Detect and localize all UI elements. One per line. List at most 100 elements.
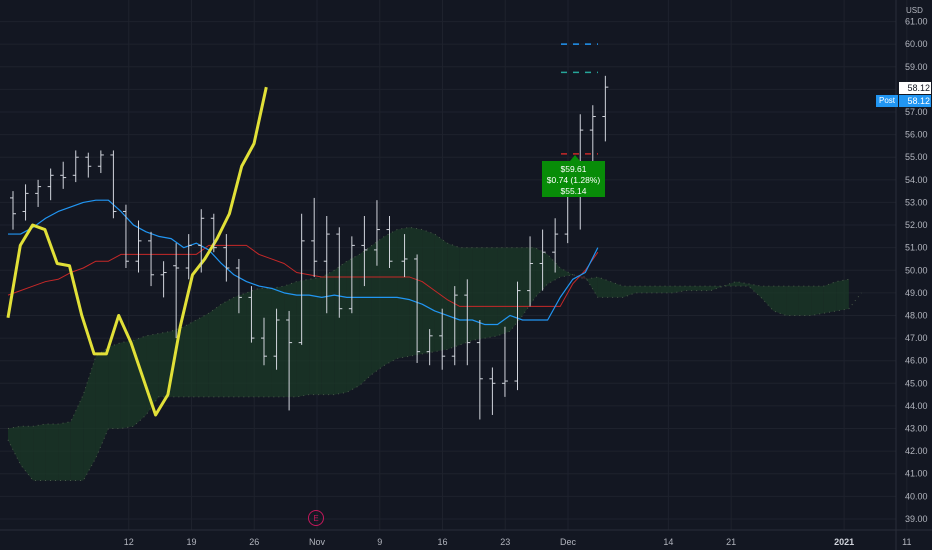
y-tick-label: 52.00	[905, 220, 928, 230]
y-tick-label: 53.00	[905, 197, 928, 207]
ohlc-bar	[361, 216, 368, 287]
time-axis[interactable]: 12 19 26 Nov 9 16 23 Dec 14 21 2021 11	[124, 537, 912, 547]
ohlc-bar	[426, 329, 433, 366]
ohlc-bar	[602, 75, 609, 142]
ohlc-bar	[373, 200, 380, 266]
y-tick-label: 59.00	[905, 62, 928, 72]
ohlc-bar	[235, 258, 242, 314]
cloud-segment	[321, 270, 335, 395]
ohlc-bar	[514, 281, 521, 391]
ohlc-bar	[273, 308, 280, 370]
y-tick-label: 55.00	[905, 152, 928, 162]
cloud-segment	[346, 254, 360, 393]
cloud-segment	[811, 286, 824, 316]
ohlc-bar	[298, 213, 305, 345]
ohlc-bar	[336, 227, 343, 318]
cloud-segment	[459, 247, 473, 345]
ohlc-bar	[72, 150, 79, 183]
ohlc-bar	[589, 105, 596, 171]
x-tick-label: 21	[726, 537, 736, 547]
cloud-segment	[698, 286, 711, 291]
cloud-segment	[622, 286, 636, 298]
y-tick-label: 48.00	[905, 310, 928, 320]
cloud-segment	[70, 394, 84, 481]
ohlc-bar	[185, 234, 192, 280]
ohlc-bar	[464, 279, 471, 366]
ohlc-bar	[22, 184, 29, 221]
cloud-segment	[585, 277, 598, 298]
cloud-segment	[648, 286, 661, 293]
cloud-segment	[597, 277, 611, 298]
cloud-segment	[735, 281, 749, 287]
post-market-label: Post	[876, 95, 898, 107]
ohlc-bar	[10, 191, 16, 230]
ohlc-bar	[210, 213, 217, 253]
ohlc-bar	[476, 320, 483, 420]
y-tick-label: 39.00	[905, 514, 928, 524]
y-tick-label: 60.00	[905, 39, 928, 49]
ohlc-bar	[110, 150, 117, 219]
y-tick-label: 47.00	[905, 333, 928, 343]
ohlc-bar	[148, 231, 155, 287]
cloud-segment	[58, 421, 71, 481]
ohlc-bar	[160, 261, 167, 298]
x-tick-label: Dec	[560, 537, 577, 547]
cloud-segment	[773, 286, 787, 316]
ohlc-bar	[527, 236, 534, 307]
cloud-segment	[409, 227, 423, 357]
cloud-segment	[510, 247, 523, 332]
cloud-segment	[20, 426, 34, 481]
ichimoku-cloud	[7, 226, 862, 482]
cloud-segment	[259, 288, 272, 397]
cloud-segment	[434, 234, 448, 352]
x-tick-label: 12	[124, 537, 134, 547]
cloud-segment	[196, 313, 209, 397]
y-tick-label: 41.00	[905, 469, 928, 479]
cloud-segment	[472, 247, 485, 341]
cloud-segment	[798, 286, 812, 316]
ohlc-bar	[311, 197, 318, 278]
cloud-segment	[33, 424, 46, 481]
cloud-segment	[221, 297, 234, 397]
x-tick-label: 19	[186, 537, 196, 547]
ohlc-bar	[198, 209, 205, 273]
y-tick-label: 46.00	[905, 356, 928, 366]
cloud-segment	[296, 279, 310, 397]
y-tick-label: 50.00	[905, 265, 928, 275]
cloud-segment	[560, 268, 573, 278]
cloud-segment	[171, 326, 184, 397]
y-tick-label: 56.00	[905, 130, 928, 140]
cloud-segment	[45, 424, 59, 481]
ohlc-bar	[286, 310, 293, 411]
y-tick-label: 44.00	[905, 401, 928, 411]
cloud-segment	[447, 243, 460, 350]
cloud-segment	[83, 356, 96, 481]
cloud-segment	[522, 247, 536, 316]
cloud-segment	[761, 286, 774, 311]
y-tick-label: 51.00	[905, 243, 928, 253]
cloud-segment	[371, 236, 385, 375]
y-tick-label: 57.00	[905, 107, 928, 117]
earnings-marker-icon[interactable]: E	[308, 510, 324, 526]
cloud-segment	[660, 286, 674, 293]
ohlc-bar	[439, 308, 446, 370]
cloud-segment	[158, 331, 172, 397]
ohlc-bar	[97, 150, 104, 174]
ohlc-bar	[552, 218, 559, 273]
tenkan-line	[8, 199, 599, 326]
cloud-segment	[497, 247, 510, 336]
ohlc-bar	[47, 168, 54, 201]
ohlc-bar	[60, 161, 67, 189]
y-tick-label: 40.00	[905, 491, 928, 501]
x-tick-label: 2021	[834, 537, 854, 547]
cloud-segment	[120, 340, 134, 429]
post-market-price-tag: 58.12	[899, 95, 931, 107]
y-tick-label: 43.00	[905, 424, 928, 434]
cloud-segment	[547, 254, 561, 284]
ohlc-bar	[501, 326, 508, 397]
price-axis[interactable]: 61.0060.0059.0058.0057.0056.0055.0054.00…	[905, 17, 928, 524]
cloud-segment	[836, 279, 849, 311]
ohlc-bar	[135, 220, 142, 273]
cloud-segment	[786, 286, 799, 316]
